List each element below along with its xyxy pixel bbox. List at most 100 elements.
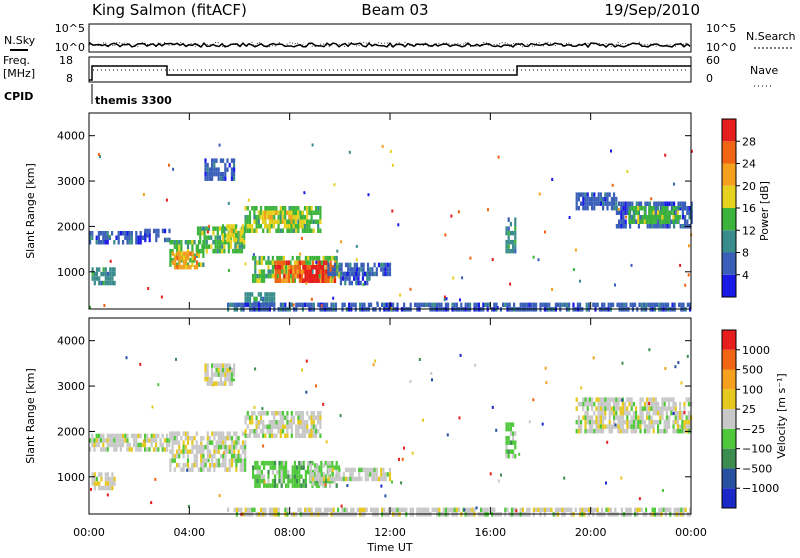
- echo-cell: [215, 381, 218, 386]
- colorbar-segment: [722, 409, 736, 429]
- echo-cell: [674, 406, 677, 411]
- echo-cell: [208, 176, 211, 181]
- scatter-cell: [333, 183, 336, 187]
- echo-cell: [241, 237, 244, 243]
- echo-cell: [113, 271, 116, 277]
- echo-cell: [255, 429, 258, 434]
- echo-cell: [287, 265, 290, 270]
- echo-cell: [284, 215, 287, 220]
- y-tick-label: 3000: [57, 175, 85, 188]
- echo-cell: [224, 363, 227, 368]
- echo-cell: [288, 206, 291, 211]
- echo-cell: [146, 433, 149, 439]
- scatter-cell: [459, 298, 461, 302]
- echo-cell: [639, 428, 642, 434]
- beam-title: Beam 03: [361, 1, 428, 19]
- echo-cell: [323, 260, 326, 265]
- echo-cell: [599, 419, 602, 425]
- echo-cell: [303, 424, 307, 429]
- echo-cell: [360, 262, 363, 268]
- echo-cell: [212, 226, 215, 231]
- echo-cell: [618, 201, 621, 206]
- echo-cell: [559, 507, 562, 513]
- echo-cell: [141, 235, 144, 240]
- echo-cell: [224, 440, 227, 445]
- echo-cell: [261, 215, 264, 220]
- echo-cell: [666, 224, 669, 229]
- echo-cell: [386, 267, 389, 272]
- echo-cell: [265, 460, 268, 466]
- scatter-cell: [391, 163, 394, 167]
- echo-cell: [653, 507, 656, 513]
- echo-cell: [306, 269, 309, 274]
- echo-cell: [206, 376, 209, 382]
- echo-cell: [303, 215, 306, 220]
- echo-cell: [313, 265, 316, 270]
- echo-cell: [301, 429, 304, 434]
- echo-cell: [427, 302, 430, 308]
- echo-cell: [623, 302, 626, 308]
- scatter-cell: [160, 295, 163, 299]
- echo-cell: [591, 428, 594, 434]
- echo-cell: [248, 219, 252, 224]
- echo-cell: [360, 267, 363, 272]
- echo-cell: [668, 201, 671, 206]
- echo-cell: [343, 302, 346, 308]
- echo-cell: [386, 271, 389, 277]
- echo-cell: [615, 201, 618, 206]
- scatter-cell: [625, 215, 628, 219]
- echo-cell: [285, 460, 288, 466]
- echo-cell: [353, 276, 356, 281]
- echo-cell: [306, 206, 309, 211]
- echo-cell: [191, 240, 194, 245]
- echo-cell: [619, 415, 622, 420]
- echo-cell: [320, 465, 323, 470]
- echo-cell: [610, 196, 613, 202]
- echo-cell: [206, 444, 209, 450]
- echo-cell: [256, 460, 259, 466]
- echo-cell: [249, 302, 252, 308]
- echo-cell: [248, 210, 252, 215]
- echo-cell: [588, 428, 591, 434]
- echo-cell: [297, 433, 300, 438]
- echo-cell: [297, 224, 300, 229]
- echo-cell: [283, 278, 286, 283]
- echo-cell: [471, 507, 474, 513]
- echo-cell: [187, 251, 190, 256]
- scatter-cell: [301, 368, 303, 372]
- echo-cell: [265, 483, 268, 488]
- echo-cell: [591, 424, 594, 429]
- echo-cell: [657, 401, 660, 407]
- echo-cell: [630, 428, 633, 434]
- echo-cell: [91, 433, 94, 439]
- echo-cell: [686, 302, 689, 308]
- echo-cell: [111, 276, 114, 281]
- echo-cell: [111, 271, 114, 277]
- echo-cell: [618, 224, 621, 229]
- echo-cell: [643, 210, 646, 215]
- echo-cell: [182, 467, 185, 472]
- echo-cell: [593, 201, 596, 206]
- echo-cell: [119, 447, 122, 452]
- echo-cell: [171, 431, 174, 436]
- echo-cell: [113, 476, 116, 482]
- echo-cell: [288, 424, 291, 429]
- echo-cell: [509, 426, 512, 432]
- echo-cell: [388, 271, 392, 277]
- echo-cell: [243, 239, 246, 245]
- echo-cell: [630, 206, 633, 211]
- echo-cell: [263, 269, 266, 274]
- echo-cell: [178, 449, 181, 454]
- echo-cell: [317, 507, 320, 513]
- echo-cell: [375, 467, 378, 473]
- echo-cell: [115, 442, 118, 448]
- echo-cell: [344, 271, 347, 277]
- echo-cell: [688, 206, 691, 211]
- echo-cell: [255, 415, 258, 420]
- echo-cell: [304, 302, 307, 308]
- echo-cell: [111, 438, 114, 443]
- freq-label-2: [MHz]: [3, 67, 35, 80]
- scatter-cell: [614, 423, 617, 427]
- echo-cell: [342, 476, 345, 482]
- echo-cell: [217, 449, 220, 454]
